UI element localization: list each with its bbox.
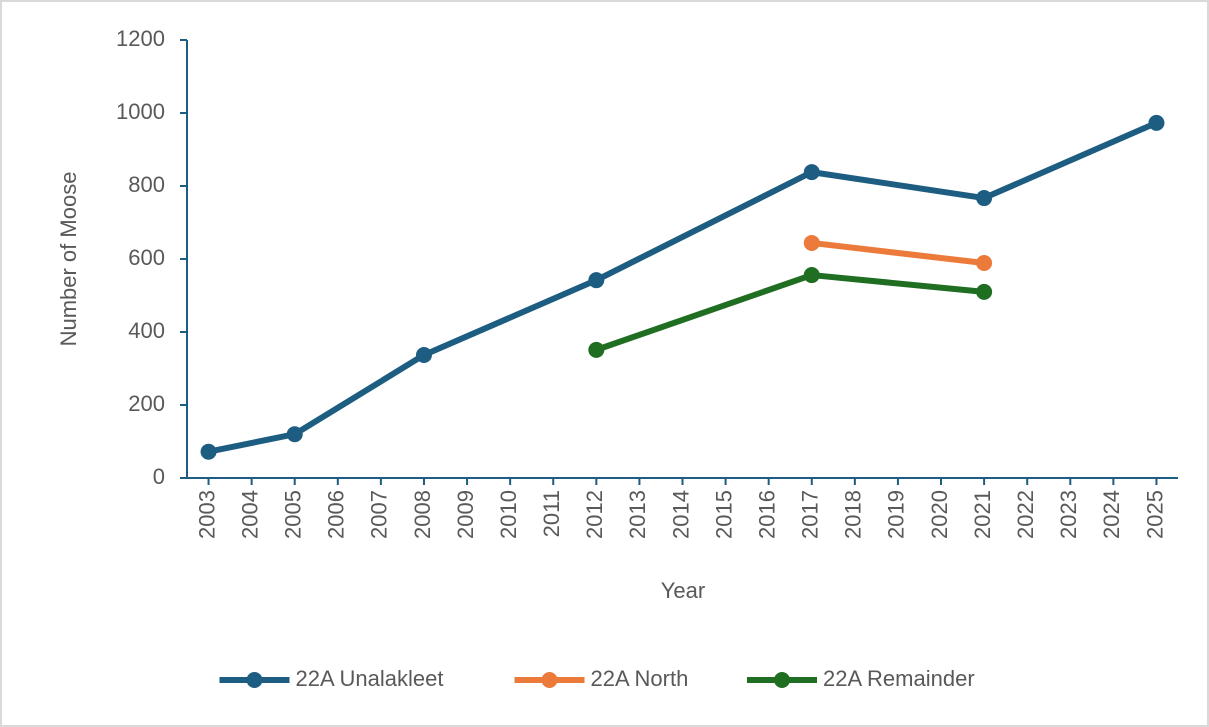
series-line	[811, 239, 985, 266]
data-point	[803, 267, 820, 284]
data-point	[803, 234, 820, 251]
x-tick-label: 2015	[711, 490, 736, 539]
x-tick-label: 2011	[539, 490, 564, 537]
x-tick-label: 2003	[194, 490, 219, 539]
data-point	[200, 443, 217, 460]
x-tick-label: 2025	[1142, 490, 1167, 539]
y-tick-label: 400	[128, 318, 165, 343]
x-tick-label: 2017	[798, 490, 823, 539]
data-point	[1148, 114, 1165, 131]
data-point	[588, 341, 605, 358]
legend-marker	[246, 672, 263, 688]
x-tick-label: 2009	[453, 490, 478, 539]
x-tick-label: 2018	[841, 490, 866, 539]
x-tick-label: 2005	[281, 490, 306, 539]
x-tick-label: 2007	[367, 490, 392, 539]
x-tick-label: 2020	[927, 490, 952, 539]
data-point	[803, 164, 820, 181]
data-point	[976, 283, 993, 300]
data-point	[588, 272, 605, 289]
data-point	[415, 346, 432, 363]
x-tick-label: 2024	[1099, 490, 1124, 539]
legend-label: 22A Unalakleet	[296, 666, 444, 691]
data-point	[976, 190, 993, 207]
data-point	[286, 426, 303, 443]
legend-marker	[774, 672, 790, 688]
legend-label: 22A North	[591, 666, 689, 691]
y-axis-title: Number of Moose	[56, 172, 81, 347]
x-tick-label: 2014	[668, 490, 693, 539]
y-tick-label: 600	[128, 245, 165, 270]
y-tick-label: 200	[128, 391, 165, 416]
x-tick-label: 2022	[1013, 490, 1038, 539]
x-tick-label: 2006	[324, 490, 349, 539]
x-tick-label: 2012	[582, 490, 607, 539]
x-tick-label: 2019	[884, 490, 909, 539]
x-tick-label: 2013	[625, 490, 650, 539]
x-tick-label: 2004	[237, 490, 262, 539]
x-tick-label: 2021	[970, 490, 995, 539]
x-tick-label: 2010	[496, 490, 521, 539]
x-axis-title: Year	[661, 578, 705, 603]
data-point	[976, 255, 993, 272]
legend-label: 22A Remainder	[823, 666, 975, 691]
y-tick-label: 1000	[116, 99, 165, 124]
x-tick-label: 2023	[1056, 490, 1081, 539]
x-tick-label: 2016	[754, 490, 779, 539]
legend-marker	[541, 672, 558, 688]
y-tick-label: 800	[128, 172, 165, 197]
y-tick-label: 1200	[116, 26, 165, 51]
x-tick-label: 2008	[410, 490, 435, 539]
y-tick-label: 0	[153, 464, 165, 489]
